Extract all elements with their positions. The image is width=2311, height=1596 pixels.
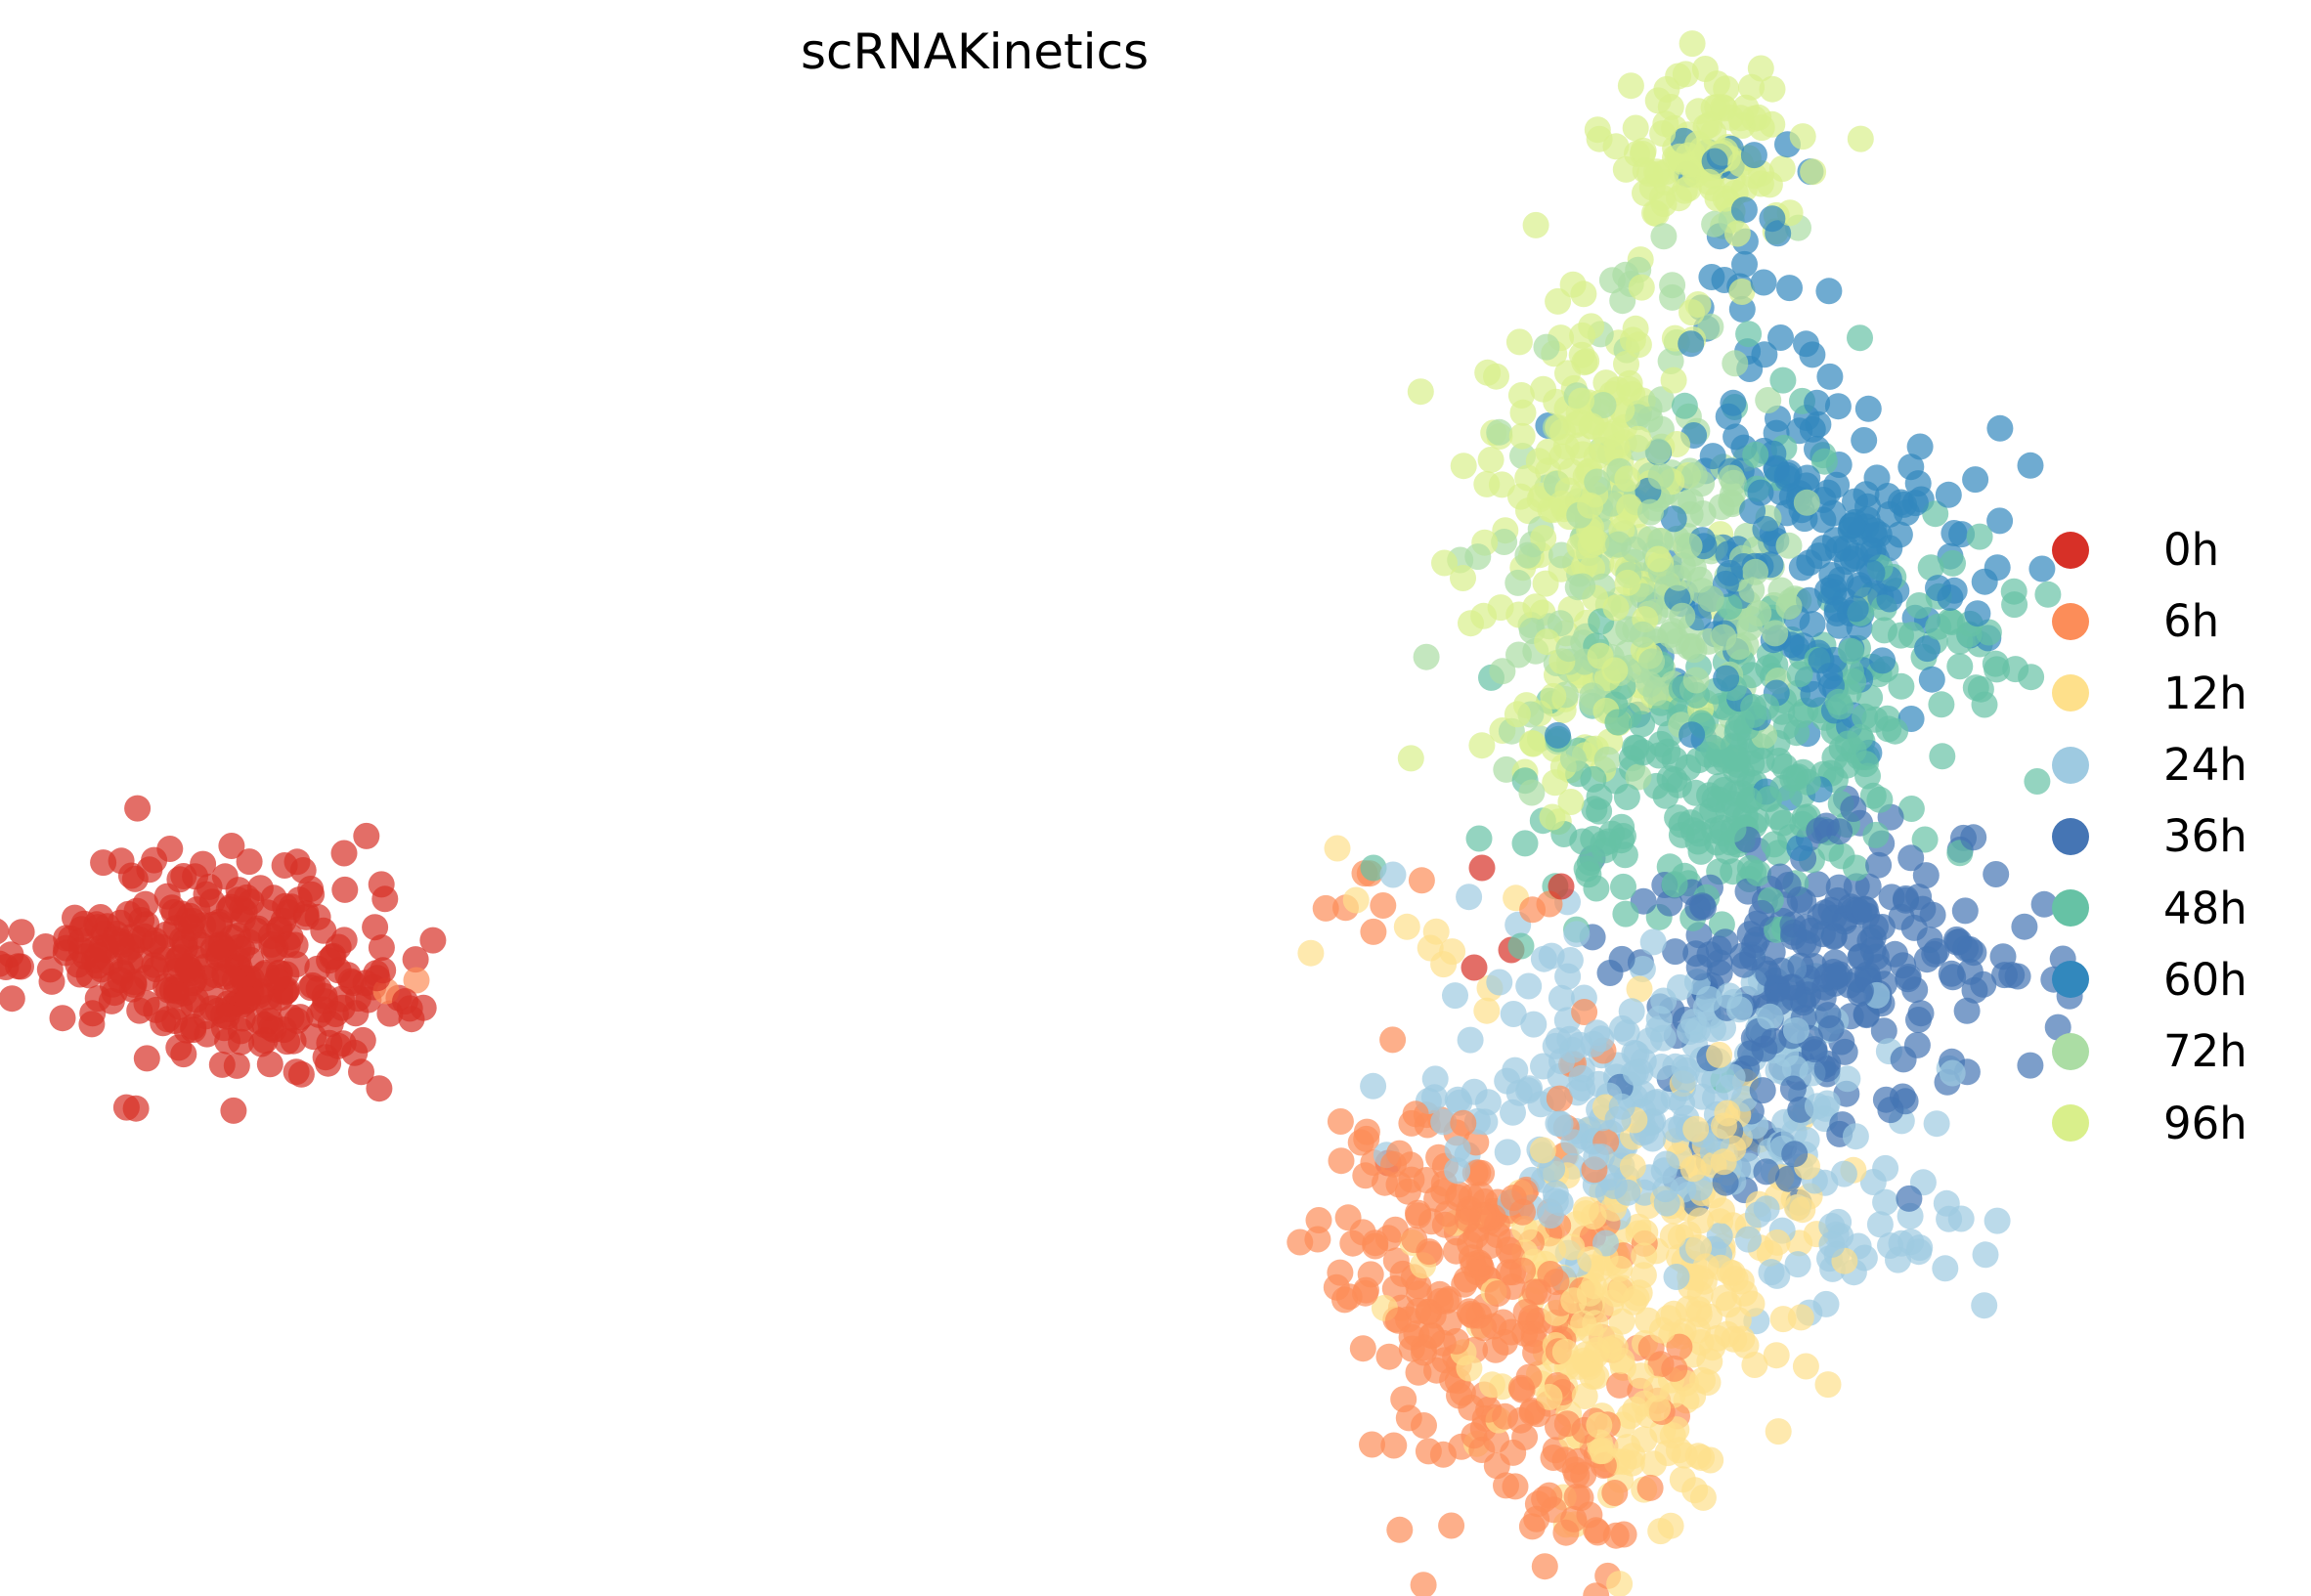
- legend-marker-96h-icon: [2052, 1104, 2089, 1143]
- legend-item-6h: 6h: [2052, 585, 2247, 657]
- legend-item-12h: 12h: [2052, 658, 2247, 729]
- legend-marker-6h-icon: [2052, 602, 2089, 640]
- legend-item-72h: 72h: [2052, 1015, 2247, 1087]
- legend-item-96h: 96h: [2052, 1087, 2247, 1158]
- legend-marker-48h-icon: [2052, 889, 2089, 927]
- legend-label-6h: 6h: [2163, 595, 2220, 648]
- chart-title: scRNAKinetics: [800, 23, 1150, 80]
- legend-label-72h: 72h: [2163, 1025, 2247, 1078]
- legend: 0h 6h 12h 24h 36h 48h 60h 72h: [2052, 514, 2247, 1159]
- legend-marker-72h-icon: [2052, 1032, 2089, 1070]
- legend-marker-60h-icon: [2052, 961, 2089, 999]
- legend-marker-0h-icon: [2052, 531, 2089, 569]
- legend-label-60h: 60h: [2163, 953, 2247, 1006]
- legend-item-48h: 48h: [2052, 872, 2247, 943]
- legend-item-0h: 0h: [2052, 514, 2247, 585]
- legend-item-24h: 24h: [2052, 729, 2247, 800]
- legend-marker-36h-icon: [2052, 817, 2089, 855]
- legend-label-0h: 0h: [2163, 524, 2220, 577]
- legend-item-60h: 60h: [2052, 944, 2247, 1015]
- legend-marker-24h-icon: [2052, 746, 2089, 784]
- legend-label-96h: 96h: [2163, 1097, 2247, 1149]
- legend-label-12h: 12h: [2163, 667, 2247, 719]
- legend-label-36h: 36h: [2163, 810, 2247, 863]
- legend-label-24h: 24h: [2163, 739, 2247, 792]
- legend-label-48h: 48h: [2163, 882, 2247, 934]
- legend-item-36h: 36h: [2052, 800, 2247, 872]
- legend-marker-12h-icon: [2052, 674, 2089, 712]
